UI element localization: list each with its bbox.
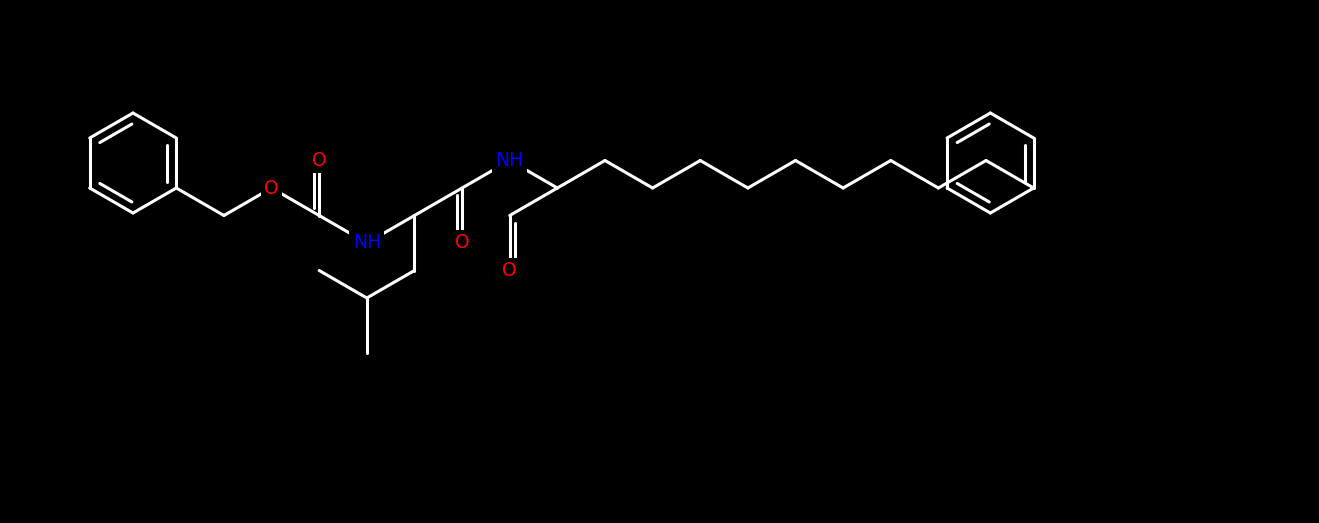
Text: NH: NH [496,151,524,170]
Text: NH: NH [352,233,381,253]
Text: O: O [455,233,470,253]
Text: O: O [503,261,517,280]
Text: O: O [311,151,327,170]
Text: O: O [264,178,278,198]
